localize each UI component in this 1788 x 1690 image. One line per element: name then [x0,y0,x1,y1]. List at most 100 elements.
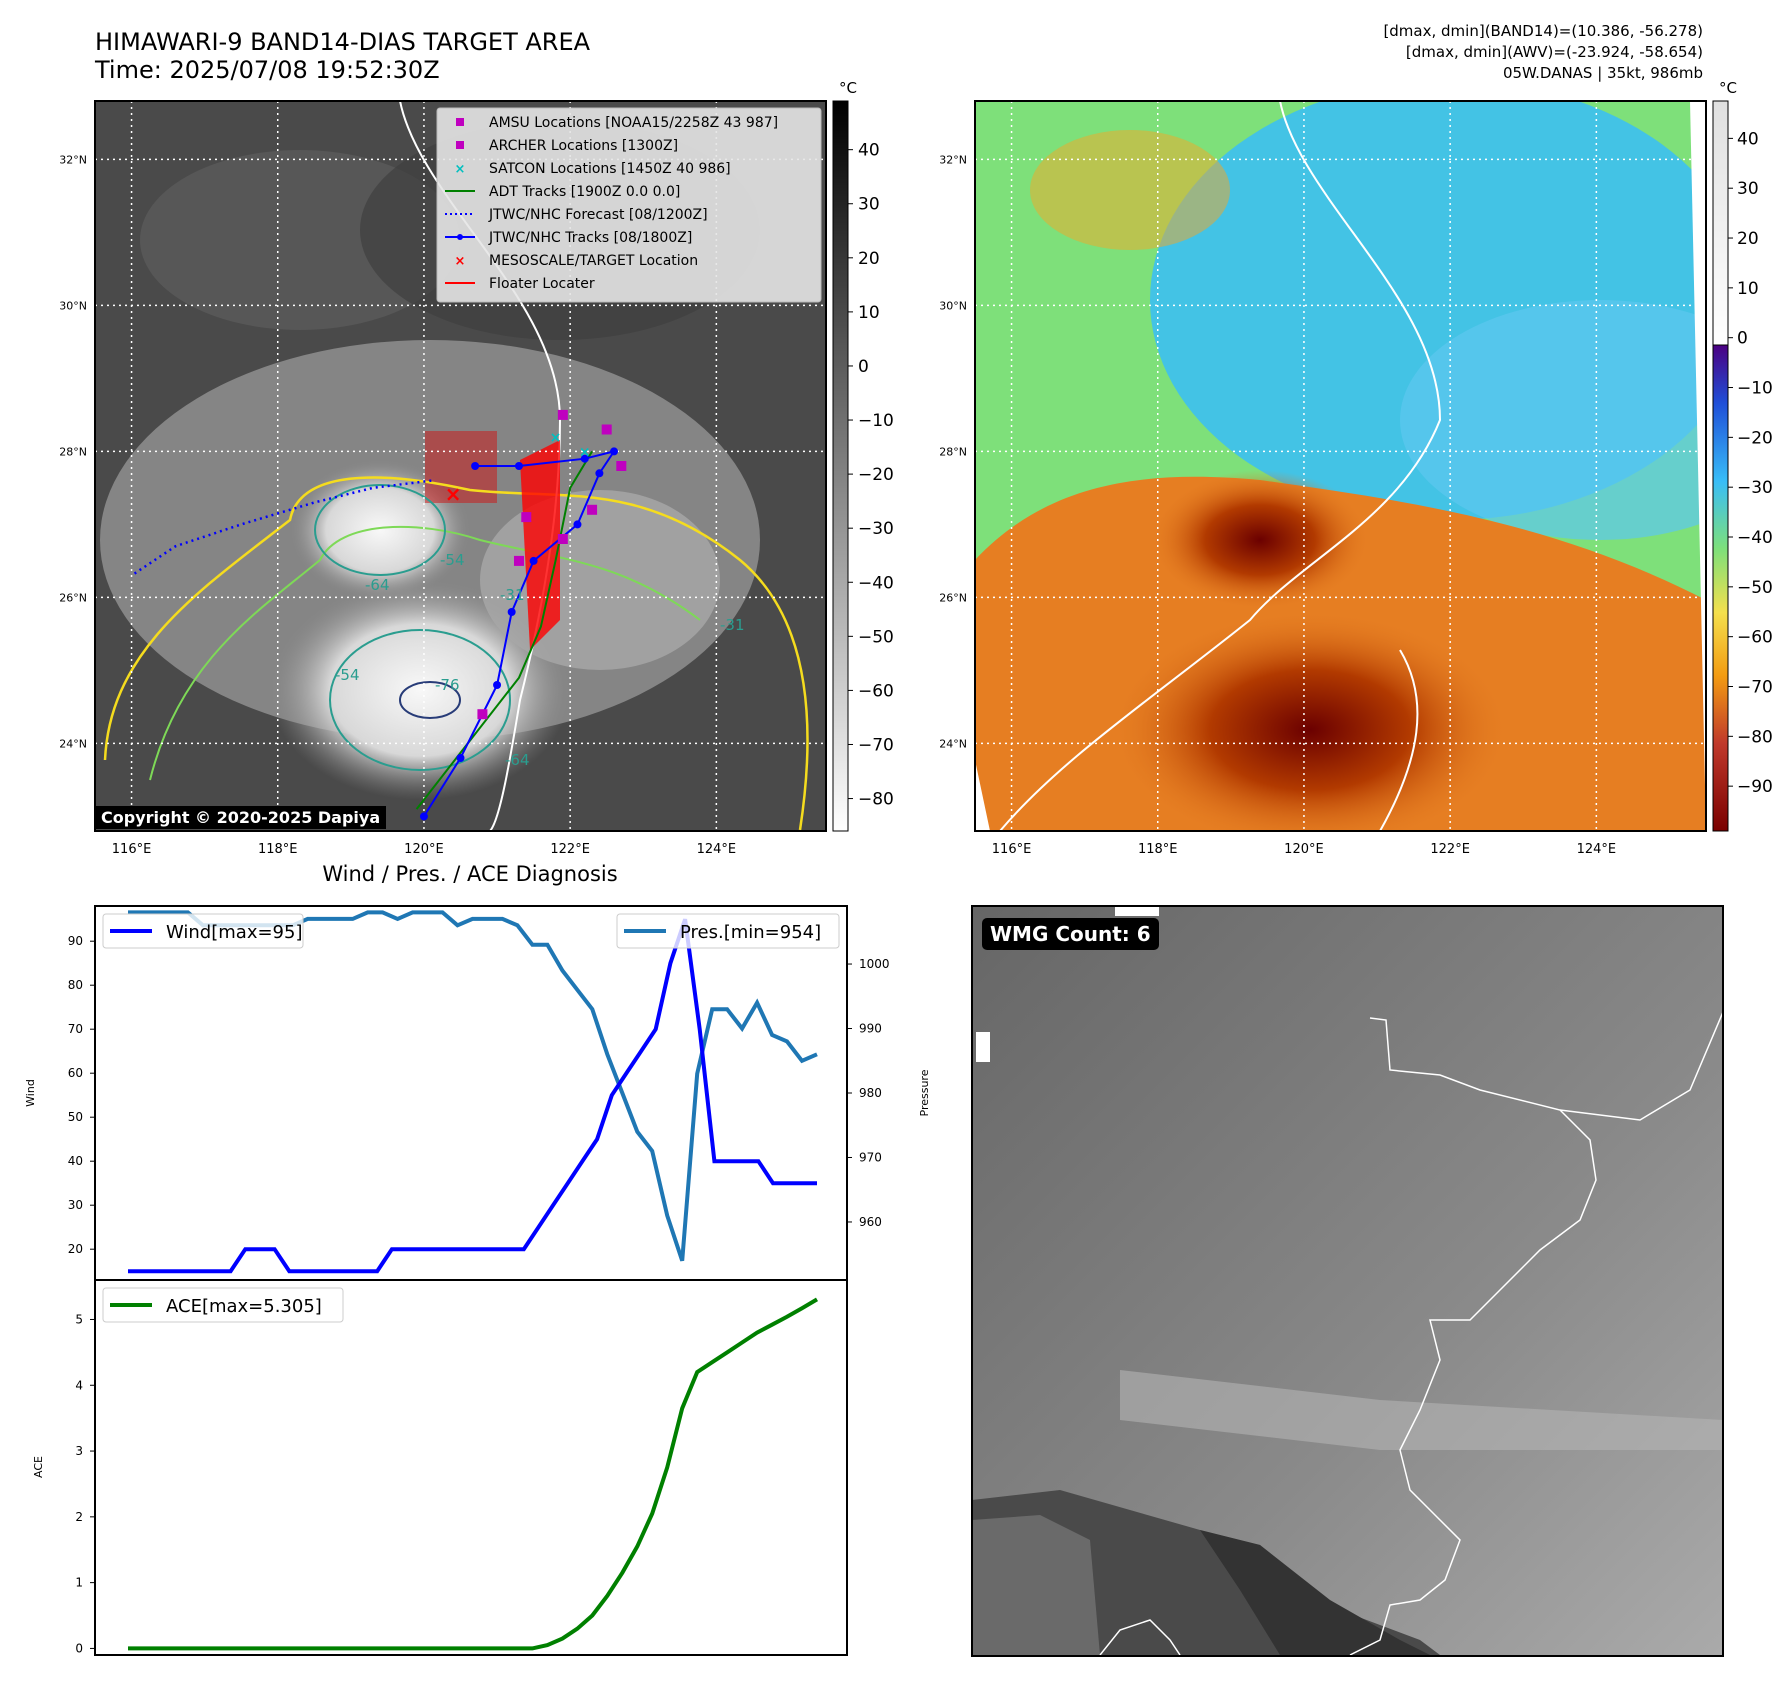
colorbar-tick-label: 30 [858,195,880,215]
pressure-tick-label: 980 [859,1086,882,1100]
coastline [999,101,1442,831]
wind-tick-label: 80 [68,978,83,992]
contour-label: -64 [505,751,530,769]
jtwc-track-point [529,556,538,565]
lat-tick-label: 24°N [59,737,87,750]
ir-colorbar: °C 40 30 20 10 0 −10 −20 −30 −40 −50 −60 −70 −80 [832,79,894,832]
wind-series-line [128,918,817,1274]
lat-tick-label: 26°N [59,591,87,604]
colorbar-tick-label: −20 [1737,428,1773,448]
legend-entry: × SATCON Locations [1450Z 40 986] [455,161,731,177]
lat-tick-label: 26°N [939,591,967,604]
wind-tick-label: 70 [68,1022,83,1036]
jtwc-track-point [419,812,428,821]
amsu-marker [521,512,532,523]
svg-text:×: × [455,162,466,177]
amsu-marker [587,504,598,515]
contour-label: -76 [435,676,460,694]
pressure-axis-label: Pressure [918,1069,931,1116]
lon-tick-label: 120°E [1284,842,1324,857]
amsu-marker [513,555,524,566]
pressure-tick-label: 970 [859,1150,882,1164]
legend-label: Floater Locater [489,276,595,292]
contour-label: -54 [440,551,465,569]
satcon-marker: × [579,444,591,460]
lat-tick-label: 30°N [939,299,967,312]
colorbar-tick-label: 40 [1737,129,1759,149]
amsu-marker [557,534,568,544]
wind-tick-label: 50 [68,1110,83,1124]
pressure-legend-label: Pres.[min=954] [680,922,821,943]
legend-label: MESOSCALE/TARGET Location [489,253,698,269]
colorbar-tick-label: 30 [1737,179,1759,199]
colorbar-tick-label: −70 [1737,677,1773,697]
header-right-line3: 05W.DANAS | 35kt, 986mb [1502,64,1703,82]
colorbar-unit: °C [1719,79,1737,97]
colorbar-tick-label: −20 [858,465,894,485]
contour-green [149,525,701,781]
floater-polygons [520,440,560,650]
wind-pressure-chart: 20 30 40 50 60 70 80 90 960 970 980 990 1000 Wind Pr… [24,905,931,1281]
colorbar-tick-label: −30 [1737,478,1773,498]
satcon-marker: × [550,430,562,446]
target-marker: × [445,482,462,506]
colorbar-tick-label: 0 [1737,329,1748,349]
legend-box [436,107,822,303]
legend-entry: × MESOSCALE/TARGET Location [455,253,699,269]
map-legend: AMSU Locations [NOAA15/2258Z 43 987] ARCH… [436,107,822,303]
colorbar-tick-label: 20 [1737,229,1759,249]
colorbar-tick-label: 10 [858,303,880,323]
lat-tick-label: 30°N [59,299,87,312]
jtwc-track-point [514,462,523,470]
contour-label: -64 [365,576,390,594]
lon-tick-label: 124°E [697,842,737,857]
contour-teal-2 [329,629,511,771]
lon-tick-label: 122°E [1430,842,1470,857]
wind-tick-label: 30 [68,1198,83,1212]
legend-entry: ARCHER Locations [1300Z] [456,138,678,154]
jtwc-track-point [507,608,516,616]
lat-tick-label: 32°N [939,153,967,166]
legend-entry: AMSU Locations [NOAA15/2258Z 43 987] [456,115,778,131]
contour-label: -31 [720,616,745,634]
colorbar-tick-label: −40 [1737,528,1773,548]
header-right-line2: [dmax, dmin](AWV)=(-23.924, -58.654) [1405,43,1703,61]
colorbar-tick-label: 10 [1737,279,1759,299]
awv-colorbar: °C 40 30 20 10 0 −10 −20 −30 −40 −50 −60 −70 −80 −90 [1712,79,1773,832]
wind-tick-label: 40 [68,1154,83,1168]
ace-tick-label: 4 [75,1378,83,1392]
diagnosis-title: Wind / Pres. / ACE Diagnosis [322,862,618,886]
legend-label: AMSU Locations [NOAA15/2258Z 43 987] [489,115,778,131]
jtwc-track-point [456,754,465,762]
colorbar-tick-label: −50 [1737,578,1773,598]
jtwc-track-point [595,469,604,478]
ace-tick-label: 0 [75,1641,83,1655]
colorbar-tick-label: −40 [858,573,894,593]
legend-label: ADT Tracks [1900Z 0.0 0.0] [489,184,680,200]
coastline [1349,1017,1597,1656]
colorbar-tick-label: 20 [858,249,880,269]
jtwc-track-point [580,454,589,463]
legend-entry: ADT Tracks [1900Z 0.0 0.0] [445,184,680,200]
colorbar-tick-label: −10 [858,411,894,431]
jtwc-track-point [471,462,480,470]
ace-series-line [128,1297,819,1651]
colorbar-tick-label: −60 [858,681,894,701]
ace-tick-label: 5 [75,1312,83,1326]
copyright-badge: Copyright © 2020-2025 Dapiya [95,806,387,829]
page-time: Time: 2025/07/08 19:52:30Z [95,56,440,84]
wind-legend: Wind[max=95] [102,913,304,949]
contour-yellow [103,476,809,831]
wind-axis-label: Wind [24,1079,37,1107]
colorbar-tick-label: −30 [858,519,894,539]
colorbar-tick-label: 40 [858,141,880,161]
jtwc-track-point [493,681,502,689]
ace-chart: 0 1 2 3 4 5 ACE ACE[max=5.305] [32,1279,848,1656]
wind-legend-label: Wind[max=95] [166,922,303,943]
colorbar-tick-label: −80 [1737,727,1773,747]
colorbar-tick-label: −50 [858,627,894,647]
legend-entry: JTWC/NHC Tracks [08/1800Z] [445,230,692,246]
pressure-tick-label: 990 [859,1022,882,1036]
wind-tick-label: 90 [68,934,83,948]
